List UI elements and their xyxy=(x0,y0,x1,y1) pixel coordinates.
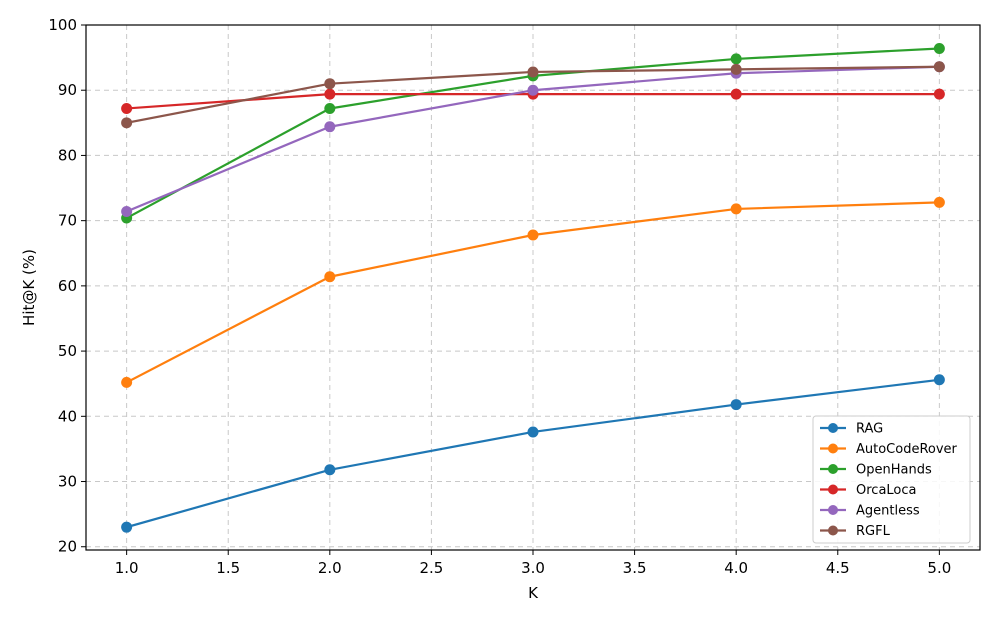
legend-marker xyxy=(828,484,838,495)
data-point-orcaloca xyxy=(324,88,336,100)
data-point-orcaloca xyxy=(933,88,945,100)
grid xyxy=(86,24,980,550)
x-axis-ticks: 1.0 1.5 2.0 2.5 3.0 3.5 4.0 4.5 5.0 xyxy=(115,550,951,577)
series-agentless xyxy=(121,61,945,218)
legend-item-rag: RAG xyxy=(820,422,883,437)
data-point-rag xyxy=(324,464,336,476)
legend-label: Agentless xyxy=(856,504,920,519)
legend-label: OpenHands xyxy=(856,463,932,478)
data-point-agentless xyxy=(121,206,133,218)
series-rgfl xyxy=(121,61,945,129)
legend-label: OrcaLoca xyxy=(856,483,917,498)
data-point-autocoderover xyxy=(933,196,945,208)
data-point-rgfl xyxy=(324,78,336,90)
data-point-rag xyxy=(730,399,742,411)
legend-item-orcaloca: OrcaLoca xyxy=(820,483,917,498)
x-tick-label: 5.0 xyxy=(927,559,951,577)
data-point-autocoderover xyxy=(527,229,539,241)
y-tick-label: 100 xyxy=(48,16,77,34)
x-axis-label: K xyxy=(528,584,539,602)
y-axis-label: Hit@K (%) xyxy=(20,249,38,326)
legend-item-openhands: OpenHands xyxy=(820,463,932,478)
data-point-rag xyxy=(933,374,945,386)
x-tick-label: 4.5 xyxy=(826,559,850,577)
legend-marker xyxy=(828,464,838,474)
legend-marker xyxy=(828,443,838,454)
legend-marker xyxy=(828,525,838,536)
x-tick-label: 3.5 xyxy=(623,559,647,577)
y-tick-label: 20 xyxy=(58,538,77,556)
data-point-openhands xyxy=(933,42,945,54)
x-tick-label: 2.5 xyxy=(419,559,443,577)
data-point-orcaloca xyxy=(121,102,133,114)
series-autocoderover xyxy=(121,196,945,388)
data-point-autocoderover xyxy=(121,376,133,388)
data-point-rag xyxy=(121,521,133,533)
legend-box xyxy=(812,415,971,544)
data-point-rgfl xyxy=(121,117,133,129)
y-tick-label: 90 xyxy=(58,81,77,99)
data-point-autocoderover xyxy=(730,203,742,215)
legend-item-rgfl: RGFL xyxy=(820,524,891,539)
data-point-rgfl xyxy=(933,61,945,73)
x-tick-label: 1.5 xyxy=(216,559,240,577)
x-tick-label: 1.0 xyxy=(115,559,139,577)
data-point-openhands xyxy=(730,53,742,65)
data-point-rag xyxy=(527,426,539,438)
data-point-openhands xyxy=(324,102,336,114)
data-point-rgfl xyxy=(527,66,539,78)
y-tick-label: 80 xyxy=(58,146,77,164)
data-point-autocoderover xyxy=(324,271,336,283)
legend-label: RAG xyxy=(856,422,883,437)
series-line-autocoderover xyxy=(126,201,940,384)
legend-label: RGFL xyxy=(856,524,891,539)
y-tick-label: 60 xyxy=(58,277,77,295)
legend-item-autocoderover: AutoCodeRover xyxy=(820,442,958,457)
legend-marker xyxy=(828,423,838,433)
x-tick-label: 2.0 xyxy=(318,559,342,577)
y-tick-label: 40 xyxy=(58,407,77,425)
data-point-agentless xyxy=(527,84,539,96)
data-point-agentless xyxy=(324,121,336,133)
data-point-rgfl xyxy=(730,63,742,75)
y-tick-label: 50 xyxy=(58,342,77,360)
legend-label: AutoCodeRover xyxy=(856,442,958,457)
y-axis-ticks: 20 30 40 50 60 70 80 90 100 xyxy=(48,16,86,556)
legend-marker xyxy=(828,505,838,515)
series-rag xyxy=(121,374,945,533)
legend: RAG AutoCodeRover OpenHands OrcaLoca Agentle… xyxy=(812,415,971,544)
data-point-orcaloca xyxy=(730,88,742,100)
series-layer xyxy=(121,42,945,533)
legend-item-agentless: Agentless xyxy=(820,504,920,519)
y-tick-label: 70 xyxy=(58,212,77,230)
x-tick-label: 4.0 xyxy=(724,559,748,577)
x-tick-label: 3.0 xyxy=(521,559,545,577)
y-tick-label: 30 xyxy=(58,473,77,491)
